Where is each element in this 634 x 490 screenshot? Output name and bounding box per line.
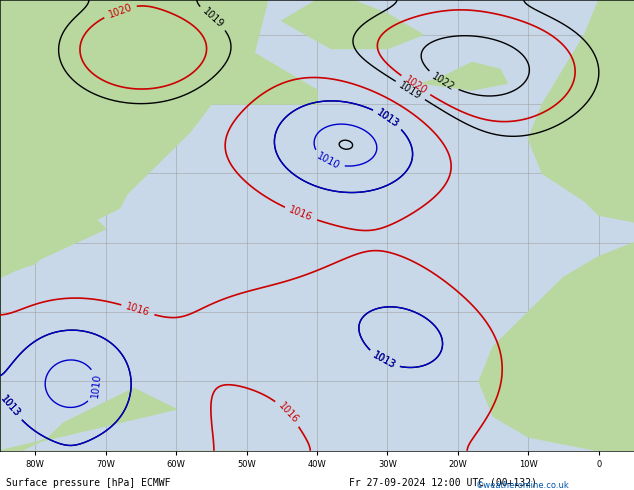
Text: 1016: 1016 (288, 205, 314, 223)
Polygon shape (479, 243, 634, 451)
Polygon shape (281, 0, 423, 49)
Text: 1013: 1013 (371, 350, 397, 371)
Polygon shape (0, 173, 106, 277)
Text: 1013: 1013 (371, 350, 397, 371)
Text: 1019: 1019 (200, 6, 226, 30)
Text: 1013: 1013 (0, 394, 22, 419)
Text: Surface pressure [hPa] ECMWF: Surface pressure [hPa] ECMWF (6, 478, 171, 488)
Polygon shape (0, 0, 317, 104)
Text: 1013: 1013 (0, 394, 22, 419)
Polygon shape (528, 0, 634, 222)
Text: 1010: 1010 (89, 373, 102, 399)
Text: ©weatheronline.co.uk: ©weatheronline.co.uk (476, 481, 569, 490)
Text: 1016: 1016 (276, 401, 300, 425)
Text: 1013: 1013 (375, 107, 401, 129)
Text: 1019: 1019 (398, 80, 424, 101)
Text: 1016: 1016 (125, 301, 151, 318)
Text: 1013: 1013 (375, 107, 401, 129)
Text: Fr 27-09-2024 12:00 UTC (00+132): Fr 27-09-2024 12:00 UTC (00+132) (349, 478, 537, 488)
Polygon shape (0, 389, 176, 451)
Polygon shape (0, 0, 268, 451)
Text: 1022: 1022 (430, 71, 456, 92)
Text: 1020: 1020 (403, 74, 429, 97)
Text: 1010: 1010 (315, 151, 342, 171)
Text: 1020: 1020 (107, 1, 133, 20)
Polygon shape (423, 62, 507, 90)
